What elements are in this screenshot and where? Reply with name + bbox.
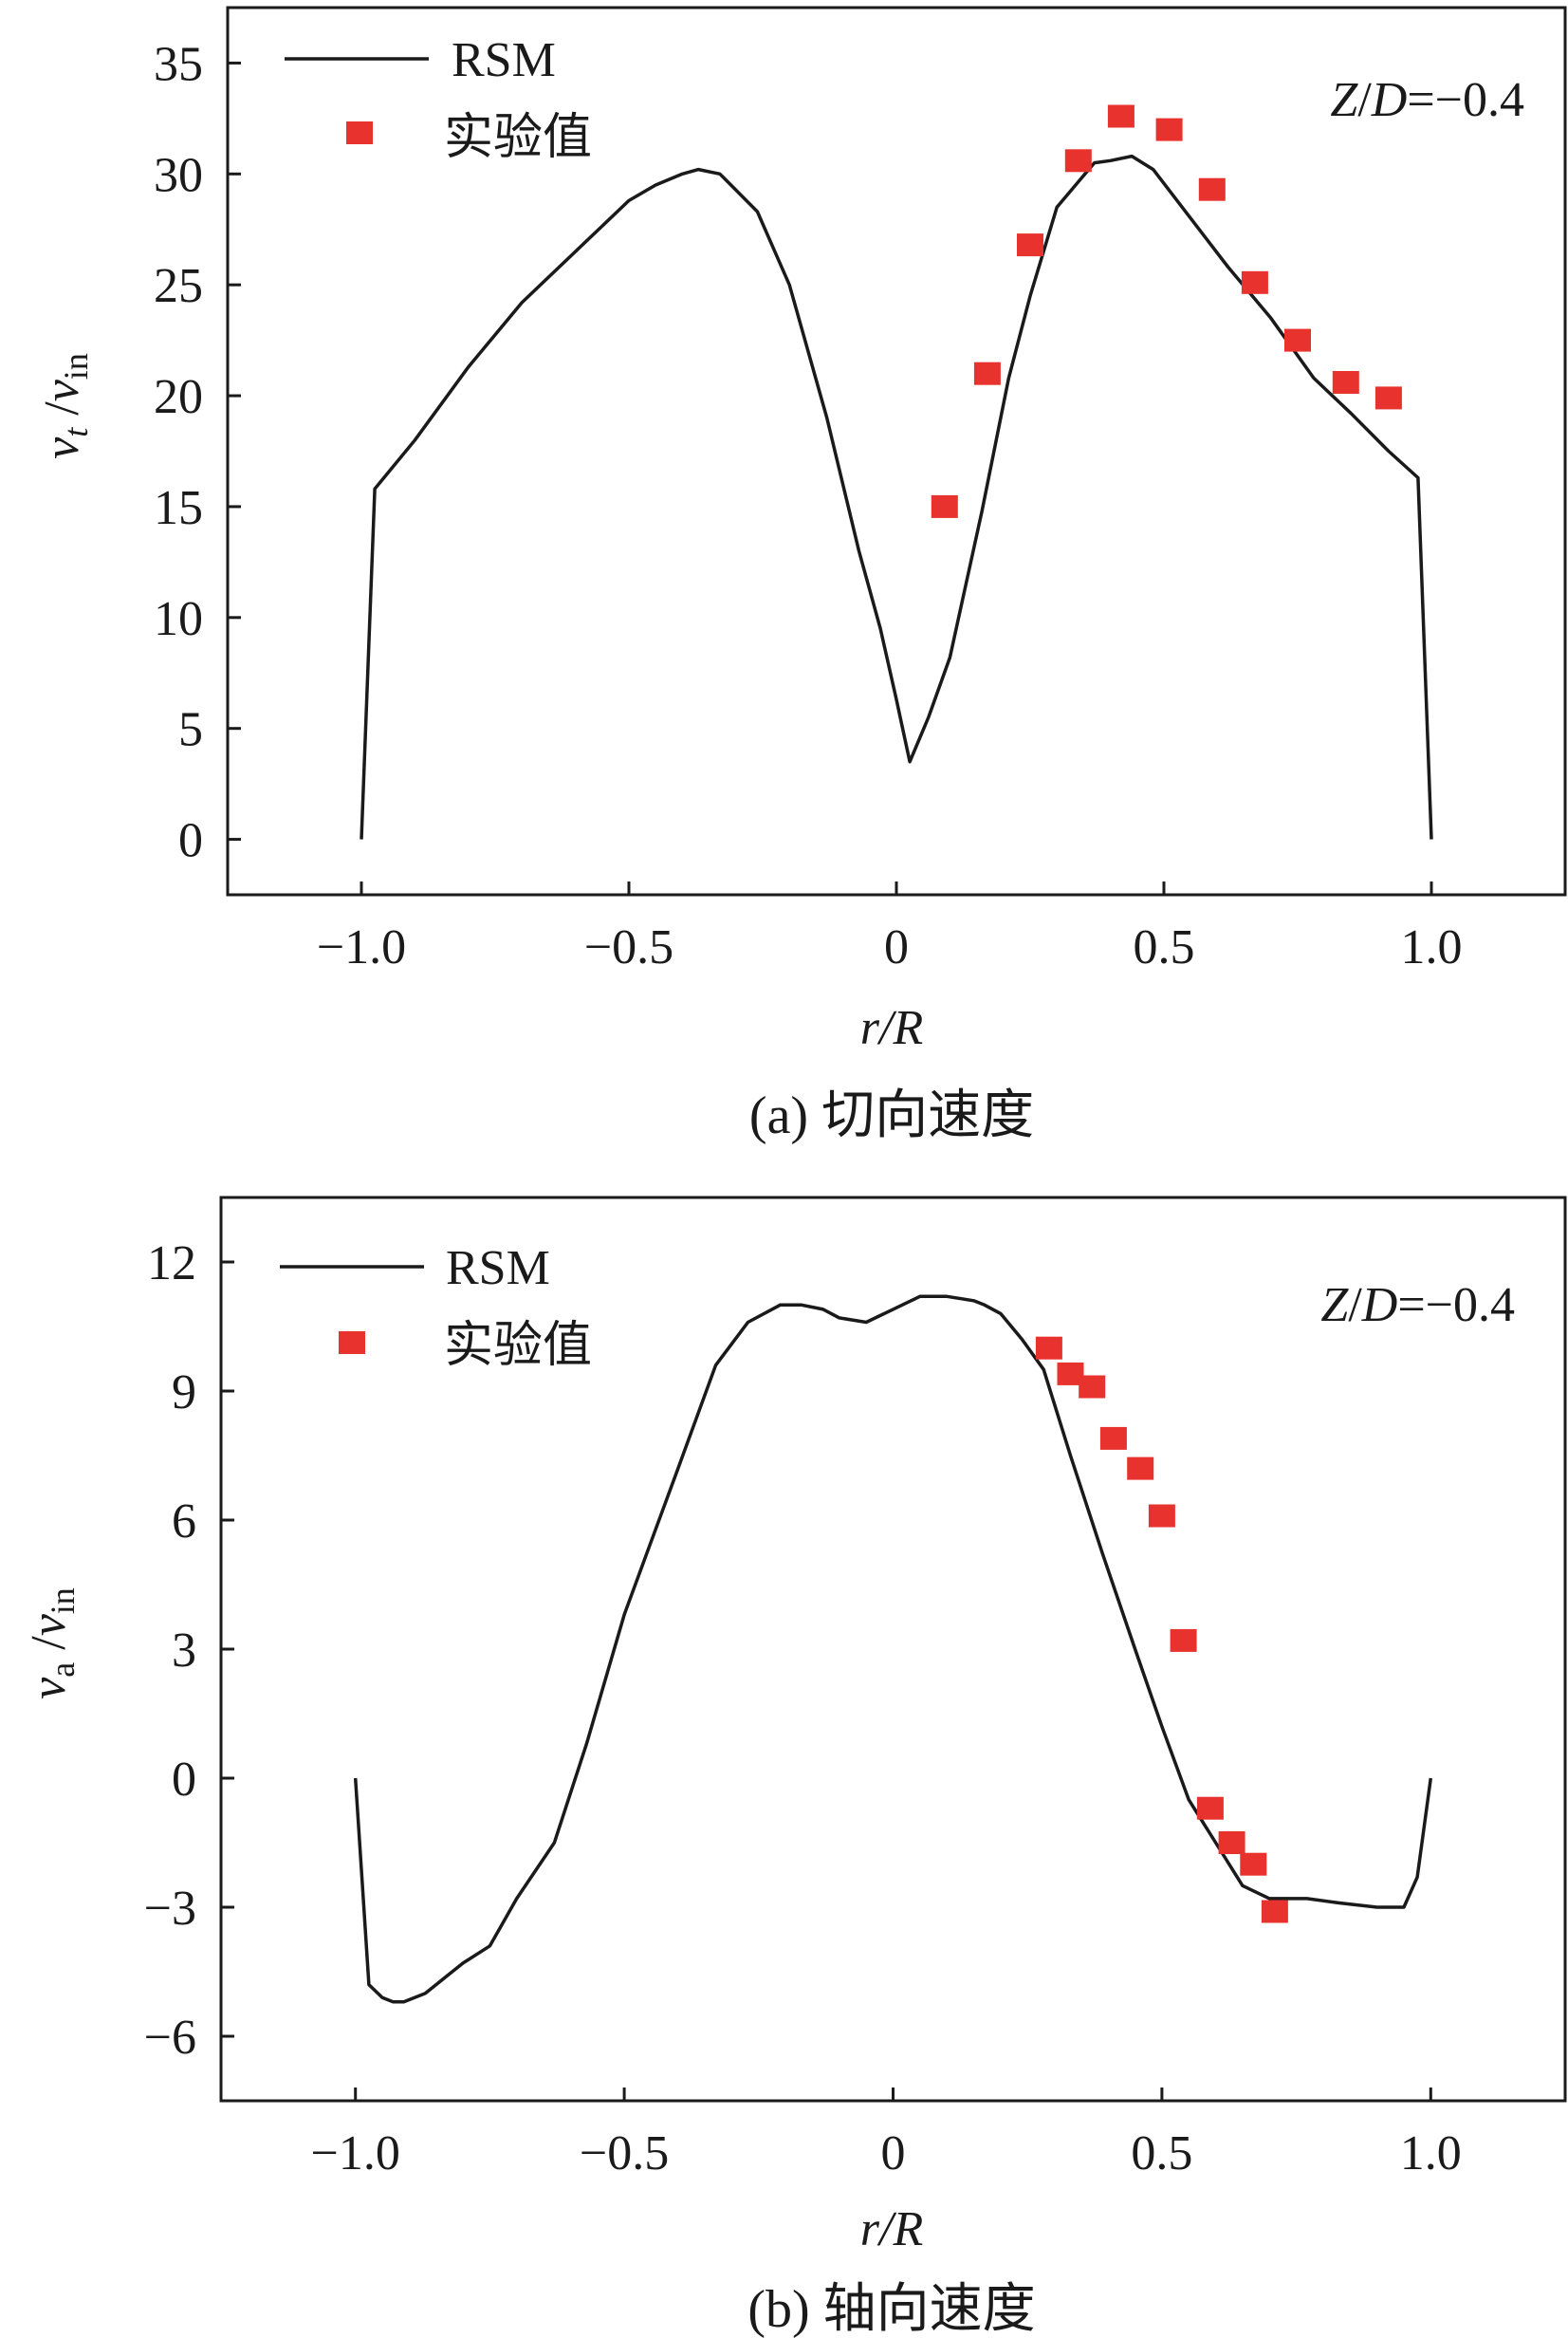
panel-b-y-axis-title: va /vin bbox=[22, 1587, 82, 1699]
panel-a-annotation: Z/D=−0.4 bbox=[1330, 73, 1524, 127]
panel-b-legend: RSM 实验值 bbox=[280, 1241, 592, 1373]
panel-b-experimental-point bbox=[1035, 1336, 1062, 1360]
panel-a-experimental-point bbox=[1284, 328, 1311, 352]
panel-b-x-ticks: −1.0 −0.5 0 0.5 1.0 bbox=[311, 2088, 1462, 2180]
panel-a-y-axis-sub-denom: in bbox=[57, 353, 95, 380]
panel-a-annotation-slash: / bbox=[1357, 73, 1372, 127]
panel-a-experimental-points bbox=[931, 104, 1402, 518]
panel-b-y-tick-label: −3 bbox=[144, 1882, 196, 1936]
panel-b-y-axis-sub-denom: in bbox=[44, 1587, 82, 1614]
panel-b-y-axis-v-denom: v bbox=[22, 1613, 76, 1636]
panel-a-x-tick-label: 1.0 bbox=[1401, 920, 1463, 974]
panel-a-x-tick-label: 0.5 bbox=[1134, 920, 1195, 974]
panel-b-y-tick-label: 9 bbox=[172, 1365, 196, 1420]
panel-a-experimental-point bbox=[1198, 177, 1226, 201]
panel-b-experimental-point bbox=[1196, 1796, 1224, 1820]
panel-b-legend-rsm-label: RSM bbox=[446, 1241, 550, 1295]
panel-b-x-tick-label: 0 bbox=[881, 2126, 906, 2180]
panel-a-annotation-z: Z bbox=[1330, 73, 1358, 127]
panel-b-rsm-line bbox=[353, 1294, 1433, 2004]
panel-b-annotation: Z/D=−0.4 bbox=[1320, 1278, 1515, 1332]
panel-a-rsm-line bbox=[360, 154, 1433, 840]
panel-b-legend-marker-swatch bbox=[339, 1331, 365, 1354]
panel-a-experimental-point bbox=[1064, 149, 1092, 173]
panel-a-y-axis-v-denom: v bbox=[35, 379, 89, 401]
panel-b-y-tick-label: −6 bbox=[144, 2011, 196, 2065]
panel-a-y-ticks: 0 5 10 15 20 25 30 35 bbox=[154, 37, 241, 868]
panel-b-experimental-point bbox=[1079, 1375, 1106, 1399]
panel-a-experimental-point bbox=[1107, 104, 1134, 128]
panel-a-legend-rsm-label: RSM bbox=[452, 33, 556, 87]
panel-a-legend-experiment-label: 实验值 bbox=[444, 111, 592, 165]
panel-b-x-axis-title: r/R bbox=[860, 2202, 923, 2256]
panel-b-experimental-point bbox=[1127, 1457, 1154, 1480]
panel-b-y-tick-label: 0 bbox=[172, 1753, 196, 1807]
panel-b-x-tick-label: −0.5 bbox=[580, 2126, 669, 2180]
panel-b-experimental-point bbox=[1218, 1831, 1245, 1854]
panel-a-x-ticks: −1.0 −0.5 0 0.5 1.0 bbox=[317, 881, 1463, 974]
panel-a-x-tick-label: −0.5 bbox=[584, 920, 673, 974]
panel-a-legend-marker-swatch bbox=[346, 121, 373, 144]
panel-a-y-tick-label: 5 bbox=[178, 703, 203, 757]
panel-b-y-tick-label: 3 bbox=[172, 1624, 196, 1678]
panel-b-plot-frame bbox=[219, 1196, 1567, 2103]
panel-a-caption: (a) 切向速度 bbox=[749, 1086, 1034, 1145]
panel-b-y-axis-sub: a bbox=[44, 1662, 82, 1678]
panel-a-y-tick-label: 30 bbox=[154, 148, 203, 202]
panel-a-x-tick-label: 0 bbox=[884, 920, 909, 974]
panel-b-experimental-points bbox=[1035, 1336, 1288, 1923]
panel-b-experimental-point bbox=[1099, 1426, 1127, 1450]
panel-a-y-axis-v: v bbox=[35, 436, 89, 459]
panel-a-y-tick-label: 25 bbox=[154, 259, 203, 313]
panel-a: 0 5 10 15 20 25 30 35 −1.0 −0.5 0 0.5 1.0 RSM 实验值 Z… bbox=[35, 6, 1567, 1145]
panel-b-annotation-z: Z bbox=[1320, 1278, 1349, 1332]
panel-a-experimental-point bbox=[1155, 118, 1183, 141]
panel-b-y-axis-v: v bbox=[22, 1677, 76, 1699]
panel-a-y-axis-title: vt /vin bbox=[35, 353, 95, 459]
panel-a-y-tick-label: 0 bbox=[178, 814, 203, 868]
panel-b-experimental-point bbox=[1170, 1628, 1197, 1652]
panel-a-experimental-point bbox=[1241, 270, 1268, 294]
panel-a-annotation-value: =−0.4 bbox=[1407, 73, 1524, 127]
panel-a-plot-frame bbox=[226, 6, 1567, 897]
panel-a-annotation-d: D bbox=[1371, 73, 1408, 127]
panel-b-x-tick-label: 0.5 bbox=[1131, 2126, 1192, 2180]
panel-b-experimental-point bbox=[1240, 1852, 1267, 1876]
panel-a-experimental-point bbox=[973, 362, 1001, 385]
panel-b-annotation-slash: / bbox=[1348, 1278, 1362, 1332]
panel-a-experimental-point bbox=[931, 494, 958, 518]
panel-b-experimental-point bbox=[1261, 1900, 1288, 1923]
panel-b-legend-experiment-label: 实验值 bbox=[444, 1319, 592, 1373]
panel-a-experimental-point bbox=[1332, 371, 1359, 394]
panel-a-y-tick-label: 20 bbox=[154, 370, 203, 424]
panel-b-annotation-value: =−0.4 bbox=[1397, 1278, 1515, 1332]
panel-b-y-axis-sep: / bbox=[22, 1636, 76, 1662]
panel-b-annotation-d: D bbox=[1361, 1278, 1398, 1332]
panel-a-y-axis-sub: t bbox=[57, 427, 95, 437]
panel-a-experimental-point bbox=[1374, 386, 1402, 410]
panel-b-x-tick-label: 1.0 bbox=[1400, 2126, 1462, 2180]
panel-b-x-tick-label: −1.0 bbox=[311, 2126, 400, 2180]
panel-a-y-tick-label: 10 bbox=[154, 592, 203, 646]
panel-b-caption: (b) 轴向速度 bbox=[747, 2280, 1035, 2338]
panel-a-experimental-point bbox=[1017, 233, 1043, 257]
panel-a-legend: RSM 实验值 bbox=[285, 33, 592, 165]
panel-b-y-ticks: −6 −3 0 3 6 9 12 bbox=[144, 1236, 234, 2065]
panel-a-y-tick-label: 35 bbox=[154, 37, 203, 91]
panel-b-y-tick-label: 6 bbox=[172, 1494, 196, 1549]
panel-a-y-tick-label: 15 bbox=[154, 481, 203, 535]
panel-a-x-axis-title: r/R bbox=[860, 1001, 923, 1055]
panel-a-x-tick-label: −1.0 bbox=[317, 920, 406, 974]
panel-b-y-tick-label: 12 bbox=[147, 1236, 196, 1290]
panel-b-experimental-point bbox=[1148, 1504, 1175, 1528]
panel-a-y-axis-sep: / bbox=[35, 401, 89, 428]
